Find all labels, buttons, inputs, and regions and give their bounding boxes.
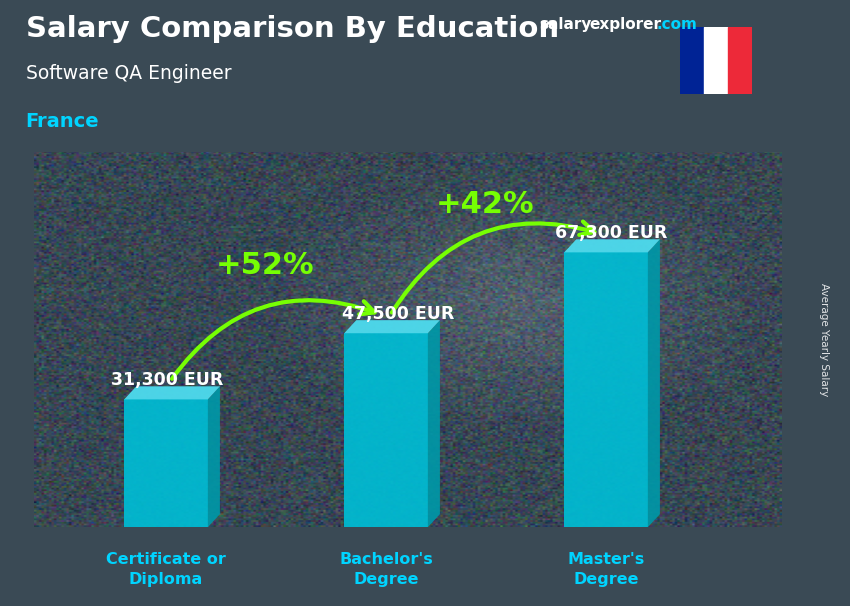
Text: Software QA Engineer: Software QA Engineer (26, 64, 231, 82)
Bar (680, 27, 704, 94)
Polygon shape (207, 387, 220, 527)
Text: .com: .com (656, 17, 697, 32)
Text: France: France (26, 112, 99, 131)
Text: 47,500 EUR: 47,500 EUR (342, 305, 455, 323)
Polygon shape (564, 252, 648, 527)
Bar (728, 27, 752, 94)
Text: +42%: +42% (436, 190, 535, 219)
Polygon shape (564, 239, 660, 252)
Text: +52%: +52% (216, 251, 314, 281)
Text: Certificate or
Diploma: Certificate or Diploma (106, 551, 226, 587)
Polygon shape (428, 320, 440, 527)
Bar (704, 27, 728, 94)
Text: Master's
Degree: Master's Degree (568, 551, 644, 587)
Polygon shape (124, 399, 207, 527)
Text: explorer: explorer (589, 17, 661, 32)
Text: Bachelor's
Degree: Bachelor's Degree (339, 551, 433, 587)
Polygon shape (344, 333, 428, 527)
Polygon shape (124, 387, 220, 399)
Text: salary: salary (540, 17, 592, 32)
Text: 67,300 EUR: 67,300 EUR (555, 224, 668, 242)
Text: Average Yearly Salary: Average Yearly Salary (819, 283, 829, 396)
Text: Salary Comparison By Education: Salary Comparison By Education (26, 15, 558, 43)
Polygon shape (344, 320, 440, 333)
Text: 31,300 EUR: 31,300 EUR (111, 371, 224, 389)
Polygon shape (648, 239, 660, 527)
